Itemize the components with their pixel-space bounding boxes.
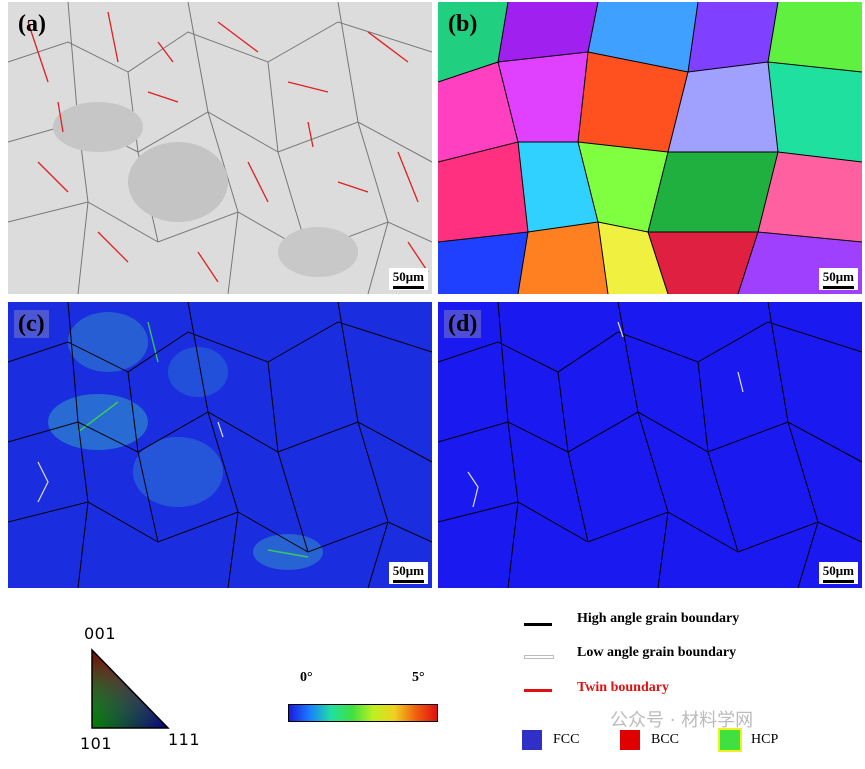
colorbar-max-label: 5°: [412, 670, 425, 685]
legend-lagb-label: Low angle grain boundary: [577, 645, 737, 660]
panel-a-scale-text: 50μm: [392, 269, 424, 284]
panel-c-kam-map: [8, 302, 432, 588]
panel-a-scalebar: 50μm: [388, 268, 428, 290]
legend-lagb-line: [524, 655, 554, 659]
ipf-label-001: 001: [84, 624, 117, 643]
panel-c-scale-text: 50μm: [392, 563, 424, 578]
legend-hagb-label: High angle grain boundary: [577, 611, 740, 626]
panel-a: (a) 50μm: [8, 2, 432, 294]
panel-a-label: (a): [18, 11, 46, 37]
panel-b-ipf-map: [438, 2, 862, 294]
panel-a-scale-bar: [392, 286, 424, 289]
panel-c-label: (c): [14, 310, 49, 338]
panel-c-scalebar: 50μm: [388, 562, 428, 584]
panel-b-scalebar: 50μm: [818, 268, 858, 290]
swatch-bcc: [620, 730, 640, 750]
label-bcc: BCC: [651, 732, 680, 747]
label-fcc: FCC: [553, 732, 580, 747]
panel-d-scale-bar: [822, 580, 854, 583]
legend-twin-label: Twin boundary: [577, 680, 669, 695]
panel-b-label: (b): [448, 11, 478, 37]
legend-twin-line: [524, 689, 552, 692]
label-hcp: HCP: [751, 732, 779, 747]
ipf-label-101: 101: [80, 734, 113, 753]
legend-hagb-line: [524, 623, 552, 626]
panel-d-label: (d): [444, 310, 482, 338]
panel-d-scale-text: 50μm: [822, 563, 854, 578]
watermark-text: 公众号 · 材料学网: [610, 710, 754, 731]
panel-d-scalebar: 50μm: [818, 562, 858, 584]
panel-c-scale-bar: [392, 580, 424, 583]
swatch-hcp: [718, 728, 742, 752]
panel-b: (b) 50μm: [438, 2, 862, 294]
ipf-label-111: 111: [168, 730, 201, 749]
panel-d: (d) 50μm: [438, 302, 862, 588]
panel-d-phase-map: [438, 302, 862, 588]
swatch-fcc: [522, 730, 542, 750]
colorbar-min-label: 0°: [300, 670, 313, 685]
panel-b-scale-text: 50μm: [822, 269, 854, 284]
colorbar-gradient: [288, 704, 438, 722]
ipf-triangle: [91, 648, 170, 729]
panel-a-micrograph: [8, 2, 432, 294]
panel-c: (c) 50μm: [8, 302, 432, 588]
panel-b-scale-bar: [822, 286, 854, 289]
